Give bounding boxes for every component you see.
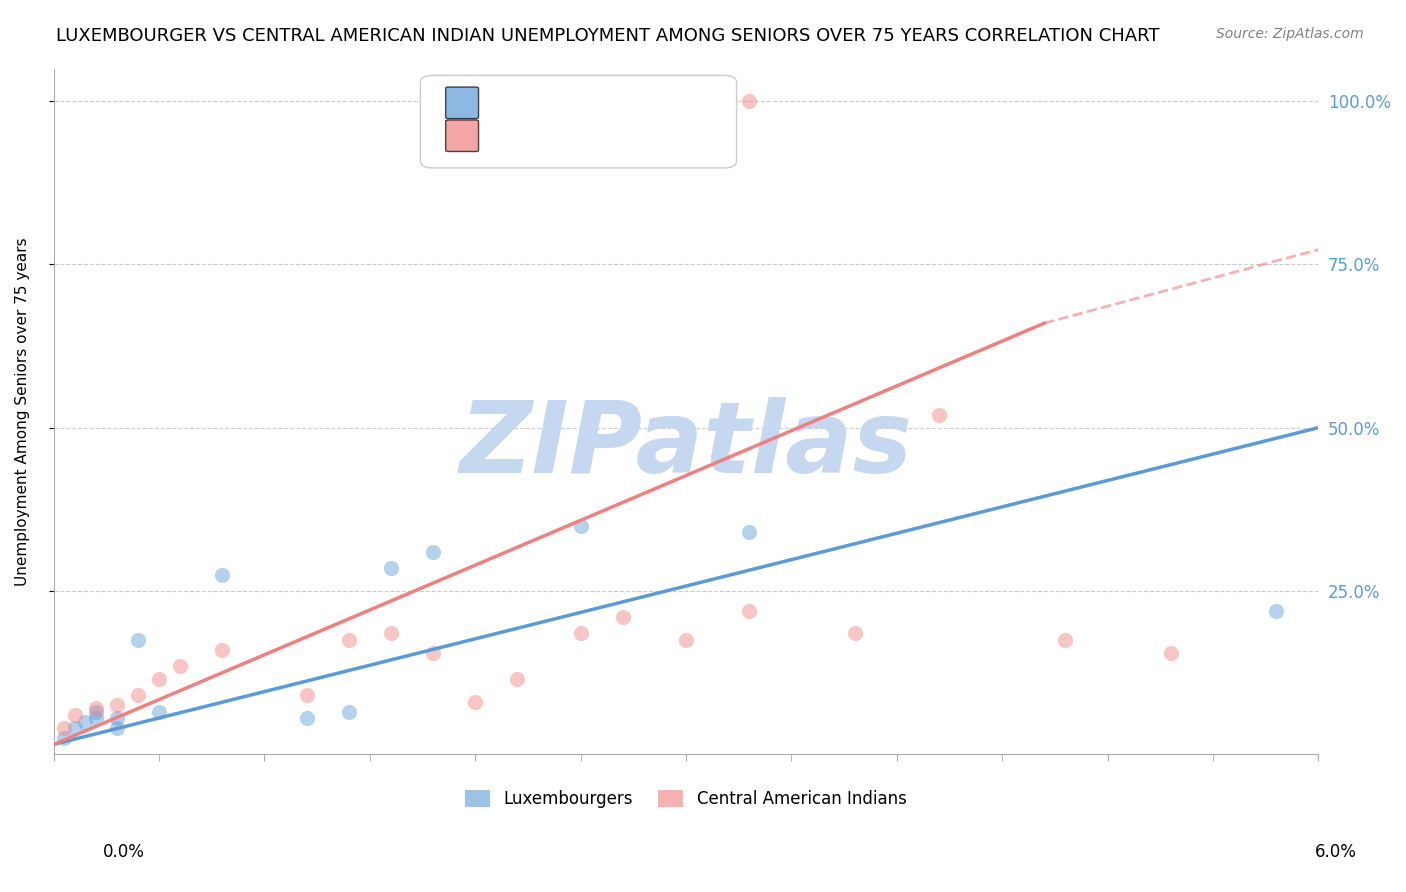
Text: ZIPatlas: ZIPatlas <box>460 397 912 494</box>
Point <box>53 731 76 745</box>
Point <box>1054 632 1077 647</box>
Point <box>148 705 170 719</box>
Point <box>63 708 86 723</box>
Point <box>738 525 761 540</box>
Point <box>337 705 360 719</box>
Point <box>380 561 402 575</box>
Point <box>295 711 318 725</box>
Text: 6.0%: 6.0% <box>1315 843 1357 861</box>
Point <box>569 518 592 533</box>
Text: 23: 23 <box>640 126 668 145</box>
Text: 0.458: 0.458 <box>529 126 591 145</box>
Point <box>84 701 107 715</box>
Text: N =: N = <box>596 126 652 145</box>
Point <box>127 632 149 647</box>
Text: 0.0%: 0.0% <box>103 843 145 861</box>
Point <box>337 632 360 647</box>
FancyBboxPatch shape <box>446 87 478 119</box>
Legend: Luxembourgers, Central American Indians: Luxembourgers, Central American Indians <box>458 783 912 814</box>
Point <box>105 698 128 713</box>
Point <box>105 711 128 725</box>
Point <box>211 567 233 582</box>
Text: 0.502: 0.502 <box>529 94 591 112</box>
Point <box>380 626 402 640</box>
Point <box>422 545 444 559</box>
Point <box>844 626 866 640</box>
Text: N =: N = <box>596 94 652 112</box>
Text: R =: R = <box>491 94 534 112</box>
Point <box>675 632 697 647</box>
Point <box>928 408 950 422</box>
Text: R =: R = <box>491 126 534 145</box>
Point <box>53 721 76 735</box>
Point <box>105 721 128 735</box>
Point <box>84 705 107 719</box>
Point <box>1160 646 1182 660</box>
Point <box>738 94 761 108</box>
Point <box>422 646 444 660</box>
Point <box>169 659 191 673</box>
Point <box>506 672 529 686</box>
FancyBboxPatch shape <box>420 76 737 168</box>
Text: 17: 17 <box>640 94 668 112</box>
Text: LUXEMBOURGER VS CENTRAL AMERICAN INDIAN UNEMPLOYMENT AMONG SENIORS OVER 75 YEARS: LUXEMBOURGER VS CENTRAL AMERICAN INDIAN … <box>56 27 1160 45</box>
Point <box>211 642 233 657</box>
Point <box>127 689 149 703</box>
FancyBboxPatch shape <box>446 120 478 152</box>
Text: Source: ZipAtlas.com: Source: ZipAtlas.com <box>1216 27 1364 41</box>
Point <box>295 689 318 703</box>
Point <box>738 603 761 617</box>
Point <box>464 695 486 709</box>
Point <box>84 711 107 725</box>
Point <box>1265 603 1288 617</box>
Point <box>63 721 86 735</box>
Y-axis label: Unemployment Among Seniors over 75 years: Unemployment Among Seniors over 75 years <box>15 237 30 586</box>
Point <box>569 626 592 640</box>
Point <box>612 610 634 624</box>
Point <box>75 714 97 729</box>
Point <box>148 672 170 686</box>
